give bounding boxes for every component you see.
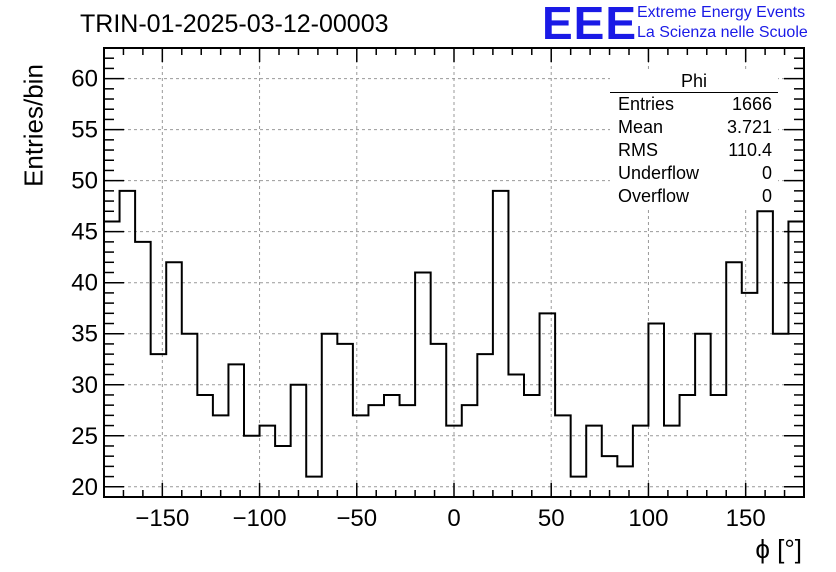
x-tick-label: −100 (233, 505, 287, 532)
x-tick-label: 50 (538, 505, 565, 532)
x-tick-label: 100 (628, 505, 668, 532)
y-axis-label: Entries/bin (18, 64, 49, 187)
stats-row-rms: RMS 110.4 (610, 139, 778, 162)
eee-logo: EEE (542, 0, 638, 49)
stats-row-entries: Entries 1666 (610, 93, 778, 116)
stats-value: 0 (761, 163, 772, 183)
stats-label: Mean (618, 117, 664, 137)
stats-value: 110.4 (728, 140, 772, 160)
chart-title: TRIN-01-2025-03-12-00003 (80, 10, 389, 38)
stats-row-underflow: Underflow 0 (610, 162, 778, 185)
stats-row-mean: Mean 3.721 (610, 116, 778, 139)
stats-label: RMS (618, 140, 658, 160)
y-tick-label: 30 (71, 372, 98, 399)
y-tick-label: 25 (71, 423, 98, 450)
stats-value: 3.721 (726, 117, 772, 137)
stats-box: Phi Entries 1666 Mean 3.721 RMS 110.4 Under… (610, 70, 778, 208)
y-tick-label: 45 (71, 219, 98, 246)
x-tick-label: 150 (726, 505, 766, 532)
y-tick-label: 35 (71, 321, 98, 348)
y-tick-label: 40 (71, 270, 98, 297)
stats-box-background (610, 70, 778, 208)
x-tick-label: −150 (135, 505, 189, 532)
stats-label: Entries (618, 94, 675, 114)
x-axis-label: ϕ [°] (755, 534, 802, 564)
y-tick-label: 50 (71, 168, 98, 195)
stats-value: 0 (761, 186, 772, 206)
y-tick-label: 60 (71, 66, 98, 93)
logo-line-2: La Scienza nelle Scuole (637, 24, 808, 41)
x-tick-label: 0 (447, 505, 460, 532)
stats-label: Overflow (618, 186, 690, 206)
stats-row-overflow: Overflow 0 (610, 185, 778, 208)
stats-value: 1666 (731, 94, 772, 114)
stats-title: Phi (610, 70, 778, 93)
logo-line-1: Extreme Energy Events (637, 4, 806, 21)
histogram-series (104, 189, 805, 478)
y-tick-label: 55 (71, 117, 98, 144)
y-tick-label: 20 (71, 474, 98, 501)
x-tick-label: −50 (336, 505, 377, 532)
stats-label: Underflow (618, 163, 700, 183)
